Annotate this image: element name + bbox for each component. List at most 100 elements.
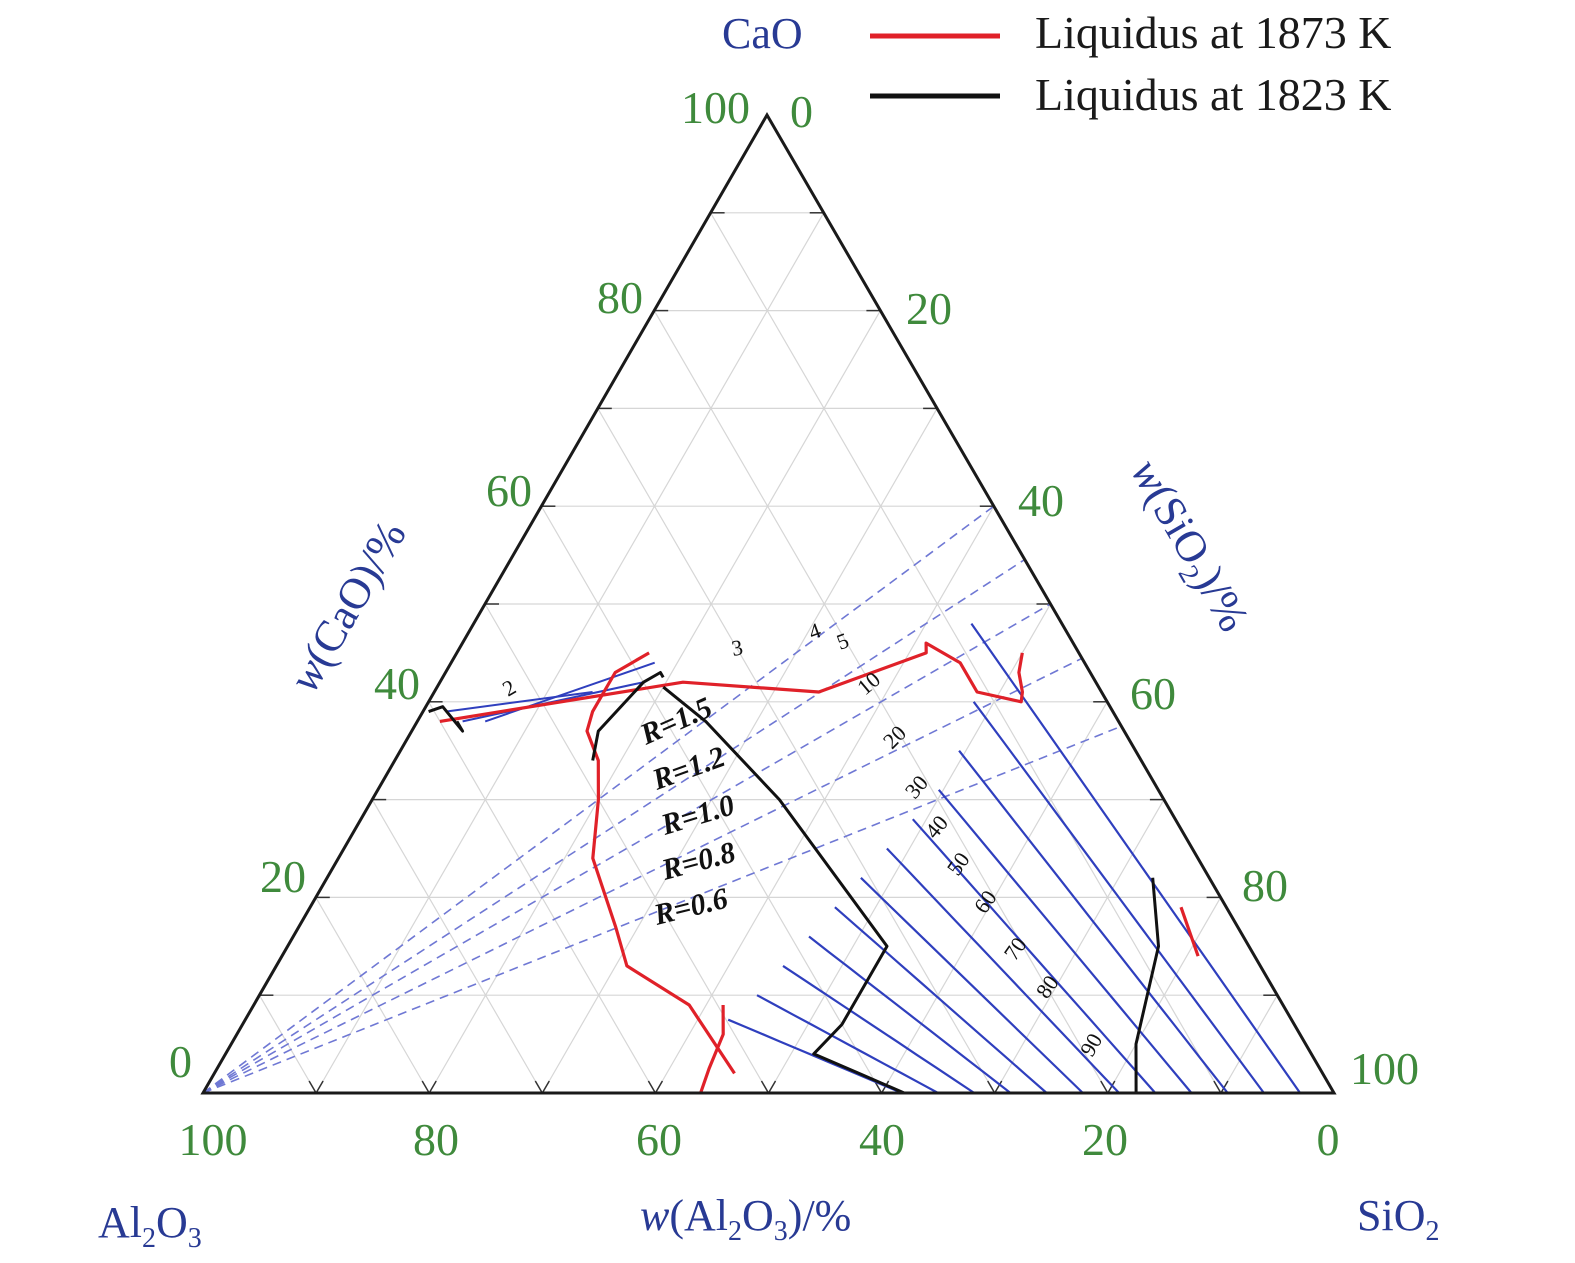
liquidus-1873k-curve — [1179, 906, 1200, 957]
tick-mark — [428, 1080, 437, 1094]
left-tick-label: 0 — [169, 1036, 192, 1087]
left-tick-label: 20 — [260, 851, 306, 902]
legend: Liquidus at 1873 K Liquidus at 1823 K — [870, 7, 1391, 120]
iso-line — [972, 701, 1265, 1094]
iso-line — [834, 906, 1048, 1094]
tick-mark — [654, 1080, 664, 1094]
gridline — [541, 408, 938, 1094]
tick-mark — [1107, 1080, 1116, 1094]
left-tick-labels: 0 20 40 60 80 100 — [169, 82, 750, 1087]
tick-mark — [1220, 1080, 1229, 1094]
iso-label: 5 — [833, 627, 852, 654]
left-tick-label: 60 — [486, 465, 532, 516]
right-tick-labels: 0 20 40 60 80 100 — [790, 86, 1419, 1094]
tick-mark — [534, 1080, 543, 1094]
gridline — [484, 603, 770, 1094]
tick-marks — [259, 212, 1278, 1094]
iso-line — [808, 935, 1012, 1094]
bottom-tick-label: 0 — [1317, 1114, 1340, 1165]
liquidus-1873k-curve — [439, 641, 1025, 723]
right-tick-label: 20 — [906, 283, 952, 334]
tick-mark — [994, 1080, 1003, 1094]
r-line — [202, 603, 1051, 1094]
vertex-label-sio2: SiO2 — [1357, 1191, 1439, 1247]
gridline — [315, 212, 825, 1094]
iso-line — [445, 691, 593, 713]
bottom-tick-label: 100 — [179, 1114, 248, 1165]
tick-mark — [1213, 1080, 1222, 1094]
liquidus-1823k-curve — [662, 685, 905, 1095]
liquidus-1823k-curve — [428, 705, 465, 733]
iso-line — [782, 964, 975, 1094]
gridline — [710, 212, 1222, 1094]
triangle-frame — [200, 112, 1337, 1095]
bottom-tick-labels: 100 80 60 40 20 0 — [179, 1114, 1340, 1165]
tick-mark — [308, 1080, 317, 1094]
bottom-tick-label: 80 — [413, 1114, 459, 1165]
legend-label: Liquidus at 1873 K — [1035, 7, 1391, 58]
legend-label: Liquidus at 1823 K — [1035, 69, 1391, 120]
r-label: R=0.8 — [657, 836, 739, 887]
iso-label: 4 — [805, 617, 824, 644]
iso-lines — [445, 622, 1302, 1095]
right-tick-label: 100 — [1350, 1043, 1419, 1094]
iso-line — [970, 622, 1302, 1094]
iso-line — [886, 847, 1120, 1094]
liquidus-1823k-curve — [591, 671, 665, 761]
gridline — [881, 701, 1108, 1094]
iso-line — [958, 750, 1229, 1094]
left-tick-label: 100 — [681, 82, 750, 133]
tick-mark — [541, 1080, 550, 1094]
tick-mark — [647, 1080, 657, 1094]
r-line — [202, 657, 1083, 1094]
tick-mark — [987, 1080, 996, 1094]
right-tick-label: 40 — [1018, 475, 1064, 526]
iso-label: 30 — [900, 770, 933, 803]
iso-label: 70 — [999, 933, 1032, 965]
r-label: R=1.2 — [647, 740, 729, 797]
liquidus-1823k-curve — [1134, 877, 1160, 1094]
iso-label: 80 — [1031, 971, 1064, 1003]
tick-mark — [1100, 1080, 1109, 1094]
r-label: R=1.0 — [656, 788, 738, 842]
iso-label: 2 — [498, 674, 520, 701]
tick-mark — [315, 1080, 324, 1094]
liquidus-1873k-curve — [585, 651, 736, 1075]
axis-title-al2o3: w(Al2O3)/% — [640, 1191, 851, 1247]
r-line — [202, 558, 1026, 1094]
iso-label: 3 — [730, 634, 745, 661]
iso-label: 40 — [920, 810, 953, 843]
right-tick-label: 80 — [1242, 860, 1288, 911]
r-label-group: R=1.5 R=1.2 R=1.0 R=0.8 R=0.6 — [635, 691, 739, 932]
vertex-label-al2o3: Al2O3 — [98, 1198, 202, 1254]
gridline — [1220, 994, 1278, 1094]
gridline — [767, 603, 1052, 1094]
iso-line — [860, 877, 1084, 1094]
iso-line — [911, 818, 1157, 1094]
tick-mark — [421, 1080, 430, 1094]
r-lines — [202, 505, 1122, 1094]
iso-label: 20 — [878, 720, 911, 753]
gridline — [597, 408, 996, 1094]
vertex-label-cao: CaO — [722, 9, 803, 58]
iso-line — [484, 661, 656, 723]
isoline-label-group: 2 3 4 5 10 20 30 40 50 60 70 80 90 — [498, 617, 1107, 1060]
left-tick-label: 40 — [374, 658, 420, 709]
iso-line — [937, 789, 1193, 1094]
right-tick-label: 60 — [1130, 668, 1176, 719]
bottom-tick-label: 40 — [859, 1114, 905, 1165]
gridline — [994, 799, 1165, 1094]
iso-line — [756, 994, 939, 1094]
r-label: R=0.6 — [650, 882, 731, 932]
liquidus-curves — [428, 641, 1200, 1095]
iso-label: 50 — [942, 848, 975, 880]
bottom-tick-label: 20 — [1082, 1114, 1128, 1165]
liquidus-1873k-curve — [699, 1004, 725, 1094]
iso-label: 10 — [852, 667, 885, 700]
tick-mark — [760, 1080, 770, 1094]
bottom-tick-label: 60 — [636, 1114, 682, 1165]
tick-mark — [767, 1080, 777, 1094]
axis-title-sio2: w(SiO2)/% — [1115, 451, 1259, 644]
